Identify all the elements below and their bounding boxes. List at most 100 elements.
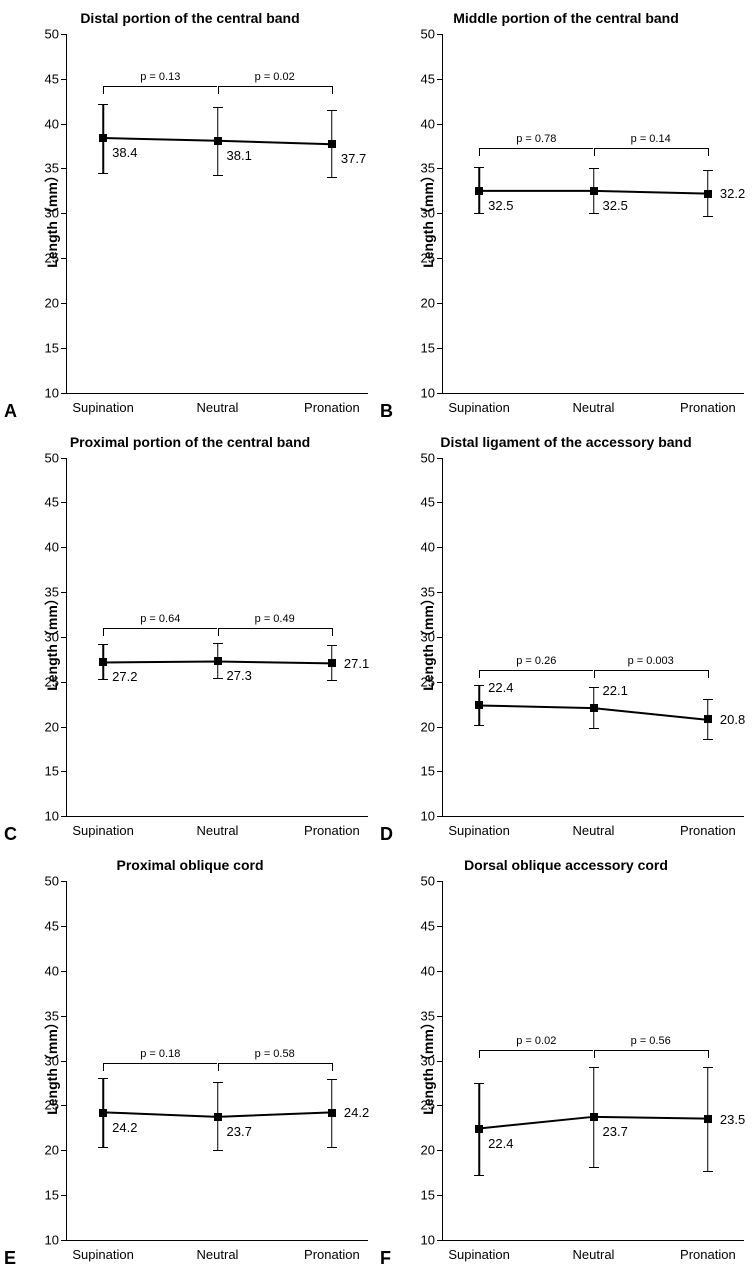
value-label: 22.1 — [603, 683, 628, 698]
y-tick-label: 20 — [33, 1143, 59, 1158]
y-tick — [61, 592, 67, 593]
p-bracket-drop — [594, 1050, 595, 1058]
y-tick-label: 50 — [33, 27, 59, 42]
y-tick — [437, 1016, 443, 1017]
value-label: 23.5 — [720, 1112, 745, 1127]
y-tick-label: 35 — [409, 1008, 435, 1023]
error-cap — [703, 216, 713, 217]
data-marker — [704, 190, 712, 198]
x-tick-label: Pronation — [304, 1247, 360, 1262]
panel-letter: B — [380, 401, 393, 422]
p-bracket-drop — [594, 670, 595, 678]
y-tick-label: 40 — [33, 963, 59, 978]
y-tick-label: 25 — [409, 1098, 435, 1113]
value-label: 23.7 — [227, 1124, 252, 1139]
y-tick — [61, 303, 67, 304]
y-tick — [437, 1061, 443, 1062]
panel-title: Proximal portion of the central band — [4, 434, 376, 450]
panel-D: DDistal ligament of the accessory bandLe… — [380, 432, 752, 852]
y-tick-label: 10 — [33, 809, 59, 824]
error-cap — [327, 177, 337, 178]
y-tick — [61, 727, 67, 728]
y-tick — [61, 124, 67, 125]
p-bracket-drop — [708, 148, 709, 156]
y-tick-label: 45 — [33, 919, 59, 934]
y-tick — [437, 258, 443, 259]
p-bracket — [218, 628, 332, 629]
y-tick-label: 15 — [33, 1188, 59, 1203]
p-bracket — [103, 1063, 217, 1064]
x-tick-label: Neutral — [197, 1247, 239, 1262]
data-marker — [214, 137, 222, 145]
y-tick — [61, 34, 67, 35]
p-bracket-drop — [103, 86, 104, 94]
p-value-label: p = 0.02 — [255, 71, 295, 83]
panel-F: FDorsal oblique accessory cordLength（mm）… — [380, 855, 752, 1275]
error-cap — [98, 104, 108, 105]
p-bracket-drop — [479, 670, 480, 678]
error-cap — [474, 685, 484, 686]
p-bracket-drop — [708, 1050, 709, 1058]
y-tick — [61, 1240, 67, 1241]
y-tick-label: 30 — [409, 1053, 435, 1068]
y-tick-label: 45 — [33, 495, 59, 510]
error-cap — [213, 1150, 223, 1151]
p-value-label: p = 0.003 — [628, 655, 674, 667]
y-tick-label: 15 — [33, 764, 59, 779]
x-tick-label: Supination — [72, 400, 133, 415]
p-value-label: p = 0.14 — [631, 133, 671, 145]
y-tick — [61, 637, 67, 638]
error-cap — [98, 644, 108, 645]
error-cap — [703, 739, 713, 740]
series-line — [67, 881, 368, 1240]
y-tick-label: 20 — [33, 295, 59, 310]
y-tick-label: 20 — [409, 295, 435, 310]
panel-E: EProximal oblique cordLength（mm）10152025… — [4, 855, 376, 1275]
y-tick-label: 30 — [33, 629, 59, 644]
plot-area: 101520253035404550SupinationNeutralProna… — [66, 881, 368, 1241]
y-tick — [61, 258, 67, 259]
y-tick — [437, 727, 443, 728]
y-tick — [437, 34, 443, 35]
x-tick-label: Pronation — [304, 823, 360, 838]
data-marker — [590, 187, 598, 195]
value-label: 38.4 — [112, 145, 137, 160]
y-tick-label: 50 — [409, 450, 435, 465]
error-cap — [703, 170, 713, 171]
x-tick-label: Neutral — [197, 823, 239, 838]
p-bracket — [218, 86, 332, 87]
y-tick — [437, 816, 443, 817]
y-tick — [61, 213, 67, 214]
p-value-label: p = 0.58 — [255, 1048, 295, 1060]
error-cap — [213, 175, 223, 176]
error-cap — [327, 1079, 337, 1080]
panel-A: ADistal portion of the central bandLengt… — [4, 8, 376, 428]
data-marker — [704, 715, 712, 723]
x-tick-label: Pronation — [680, 823, 736, 838]
value-label: 32.5 — [488, 198, 513, 213]
y-tick-label: 10 — [409, 809, 435, 824]
value-label: 22.4 — [488, 680, 513, 695]
y-tick — [437, 771, 443, 772]
y-tick — [437, 547, 443, 548]
error-cap — [474, 167, 484, 168]
plot-area: 101520253035404550SupinationNeutralProna… — [442, 458, 744, 818]
p-bracket-drop — [332, 1063, 333, 1071]
value-label: 32.2 — [720, 186, 745, 201]
y-tick — [61, 816, 67, 817]
y-tick-label: 25 — [409, 674, 435, 689]
value-label: 22.4 — [488, 1136, 513, 1151]
y-tick — [61, 971, 67, 972]
data-marker — [328, 1109, 336, 1117]
error-cap — [213, 643, 223, 644]
p-value-label: p = 0.49 — [255, 613, 295, 625]
p-bracket — [103, 628, 217, 629]
p-bracket-drop — [103, 1063, 104, 1071]
p-bracket-drop — [708, 670, 709, 678]
x-tick-label: Neutral — [197, 400, 239, 415]
y-tick-label: 45 — [409, 919, 435, 934]
x-tick-label: Supination — [72, 823, 133, 838]
p-bracket-drop — [594, 148, 595, 156]
error-cap — [589, 1067, 599, 1068]
error-cap — [327, 645, 337, 646]
